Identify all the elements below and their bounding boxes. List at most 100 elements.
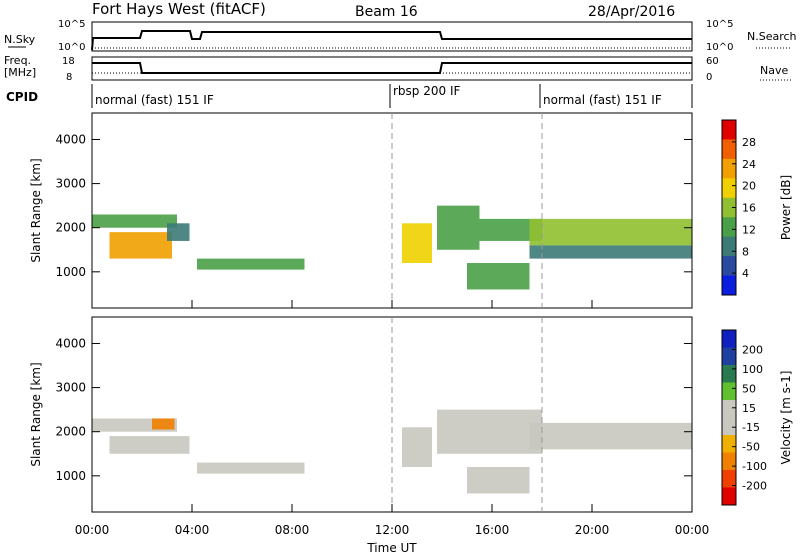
velocity-y-axis-label: Slant Range [km] (29, 362, 43, 466)
power-data-band (167, 223, 190, 241)
velocity-colorbar-swatch (722, 487, 736, 506)
velocity-data-band (529, 422, 692, 450)
power-y-tick-label: 3000 (55, 177, 86, 191)
power-colorbar-swatch (722, 139, 736, 160)
power-data-band (92, 214, 177, 228)
velocity-colorbar-swatch (722, 417, 736, 436)
velocity-colorbar-swatch (722, 435, 736, 453)
nsky-tick-bottom: 10^0 (58, 42, 85, 53)
nsky-panel-frame (91, 21, 693, 52)
power-colorbar-tick-label: 12 (742, 223, 756, 236)
velocity-colorbar-swatch (722, 382, 736, 401)
velocity-y-tick-label: 4000 (55, 336, 86, 350)
power-colorbar-tick-label: 4 (742, 267, 749, 280)
nsky-trace (91, 30, 692, 51)
velocity-colorbar: -200 -100 -50 -15 15 50 100 200 Velocity [m s-1] (721, 329, 793, 506)
nave-label: Nave (760, 64, 788, 77)
power-data-band (402, 223, 432, 263)
power-panel: 1000 2000 3000 4000 Slant Range [km] (29, 112, 693, 309)
x-tick-label: 00:00 (75, 523, 110, 537)
x-tick-label: 20:00 (575, 523, 610, 537)
freq-tick-top: 18 (62, 56, 75, 67)
power-data-band (109, 232, 172, 259)
freq-panel-frame (91, 56, 693, 81)
velocity-colorbar-swatch (722, 400, 736, 418)
velocity-colorbar-tick-label: -200 (742, 480, 767, 493)
power-data-band (529, 245, 692, 259)
power-colorbar-swatch (722, 256, 736, 277)
power-colorbar-tick-label: 28 (742, 136, 756, 149)
power-data-band (529, 218, 692, 246)
velocity-colorbar-swatch (722, 330, 736, 348)
x-tick-label: 08:00 (275, 523, 310, 537)
x-tick-label: 04:00 (175, 523, 210, 537)
cpid-segment-2: rbsp 200 IF (393, 84, 460, 98)
cpid-segment-1: normal (fast) 151 IF (95, 93, 214, 107)
velocity-colorbar-frame (721, 329, 737, 506)
freq-tick-bottom: 8 (66, 72, 72, 83)
power-colorbar-swatch (722, 120, 736, 140)
power-colorbar: 4 8 12 16 20 24 28 Power [dB] (721, 119, 793, 296)
nsearch-tick-bottom: 10^0 (706, 42, 733, 53)
nsearch-label: N.Search (747, 30, 797, 43)
power-colorbar-label: Power [dB] (779, 175, 793, 240)
nave-tick-top: 60 (706, 56, 719, 67)
velocity-y-tick-label: 1000 (55, 469, 86, 483)
nave-tick-bottom: 0 (706, 72, 712, 83)
velocity-y-tick-label: 2000 (55, 425, 86, 439)
velocity-data-band (109, 436, 190, 454)
x-axis-label: Time UT (366, 541, 417, 554)
power-y-tick-label: 2000 (55, 221, 86, 235)
date-label: 28/Apr/2016 (588, 4, 675, 20)
x-tick-label: 00:00 (675, 523, 710, 537)
cpid-segment-3: normal (fast) 151 IF (543, 93, 662, 107)
power-data-band (197, 258, 305, 270)
power-colorbar-swatch (722, 197, 736, 218)
velocity-colorbar-tick-label: 15 (742, 402, 756, 415)
freq-trace (92, 62, 692, 74)
power-data-band (467, 263, 530, 290)
nsearch-tick-top: 10^5 (706, 19, 733, 30)
freq-unit: [MHz] (4, 66, 36, 79)
velocity-data-band (402, 427, 432, 467)
velocity-colorbar-label: Velocity [m s-1] (779, 371, 793, 465)
velocity-colorbar-swatch (722, 470, 736, 488)
velocity-colorbar-swatch (722, 452, 736, 471)
velocity-data-band (152, 418, 175, 430)
nsky-tick-top: 10^5 (58, 19, 85, 30)
freq-label: Freq. (4, 54, 31, 67)
velocity-colorbar-swatch (722, 365, 736, 383)
velocity-panel: 1000 2000 3000 4000 Slant Range [km] 00:00 04:… (29, 316, 710, 537)
cpid-label: CPID (6, 90, 38, 104)
power-y-tick-label: 4000 (55, 132, 86, 146)
power-colorbar-tick-label: 8 (742, 245, 749, 258)
velocity-colorbar-tick-label: -50 (742, 441, 760, 454)
power-colorbar-swatch (722, 217, 736, 238)
power-colorbar-swatch (722, 158, 736, 179)
power-data-band (437, 205, 480, 250)
power-colorbar-swatch (722, 236, 736, 257)
velocity-colorbar-tick-label: -15 (742, 421, 760, 434)
velocity-colorbar-tick-label: 100 (742, 363, 763, 376)
velocity-data-band (197, 462, 305, 474)
velocity-y-tick-label: 3000 (55, 381, 86, 395)
velocity-colorbar-swatch (722, 347, 736, 366)
station-title: Fort Hays West (fitACF) (92, 0, 266, 18)
velocity-data-band (467, 467, 530, 494)
beam-label: Beam 16 (355, 4, 418, 20)
x-tick-label: 12:00 (375, 523, 410, 537)
nsky-label: N.Sky (4, 33, 36, 46)
power-colorbar-tick-label: 20 (742, 180, 756, 193)
velocity-colorbar-tick-label: -100 (742, 460, 767, 473)
power-colorbar-swatch (722, 275, 736, 296)
power-y-axis-label: Slant Range [km] (29, 158, 43, 262)
power-colorbar-tick-label: 24 (742, 158, 756, 171)
power-colorbar-swatch (722, 178, 736, 199)
power-data-band (479, 218, 542, 241)
x-tick-label: 16:00 (475, 523, 510, 537)
velocity-data-band (437, 409, 542, 454)
power-y-tick-label: 1000 (55, 265, 86, 279)
velocity-colorbar-tick-label: 50 (742, 382, 756, 395)
velocity-colorbar-tick-label: 200 (742, 343, 763, 356)
